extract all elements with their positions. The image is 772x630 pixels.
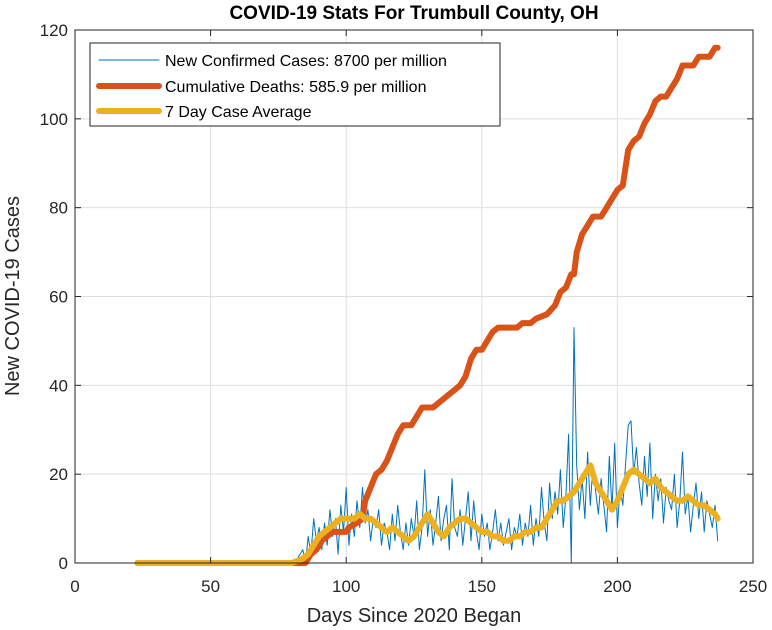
x-tick-label: 100 [332,577,360,596]
series-layer [134,44,721,566]
legend: New Confirmed Cases: 8700 per million Cu… [89,42,501,127]
x-tick-label: 200 [603,577,631,596]
legend-label-new-cases: New Confirmed Cases: 8700 per million [165,53,447,70]
x-axis-ticks: 0 50 100 150 200 250 [70,30,767,596]
x-tick-label: 150 [468,577,496,596]
chart-title: COVID-19 Stats For Trumbull County, OH [229,3,598,24]
y-tick-label: 100 [40,110,68,129]
y-tick-label: 120 [40,21,68,40]
y-tick-label: 80 [49,199,68,218]
y-tick-label: 20 [49,465,68,484]
legend-entry-7-day-average: 7 Day Case Average [96,104,312,121]
y-axis-label: New COVID-19 Cases [2,196,24,396]
y-tick-label: 40 [49,376,68,395]
x-tick-label: 250 [739,577,767,596]
y-axis-ticks: 0 20 40 60 80 100 120 [40,21,753,573]
legend-label-7-day-average: 7 Day Case Average [165,104,312,121]
y-tick-label: 60 [49,288,68,307]
legend-label-cumulative-deaths: Cumulative Deaths: 585.9 per million [165,79,426,96]
y-tick-label: 0 [59,554,68,573]
x-tick-label: 0 [70,577,79,596]
x-tick-label: 50 [201,577,220,596]
legend-entry-cumulative-deaths: Cumulative Deaths: 585.9 per million [96,79,426,96]
7-day-average-line [134,462,721,566]
legend-entry-new-cases: New Confirmed Cases: 8700 per million [98,53,447,70]
new-cases-line [136,327,719,564]
cumulative-deaths-line [134,44,721,566]
x-axis-label: Days Since 2020 Began [307,605,522,627]
